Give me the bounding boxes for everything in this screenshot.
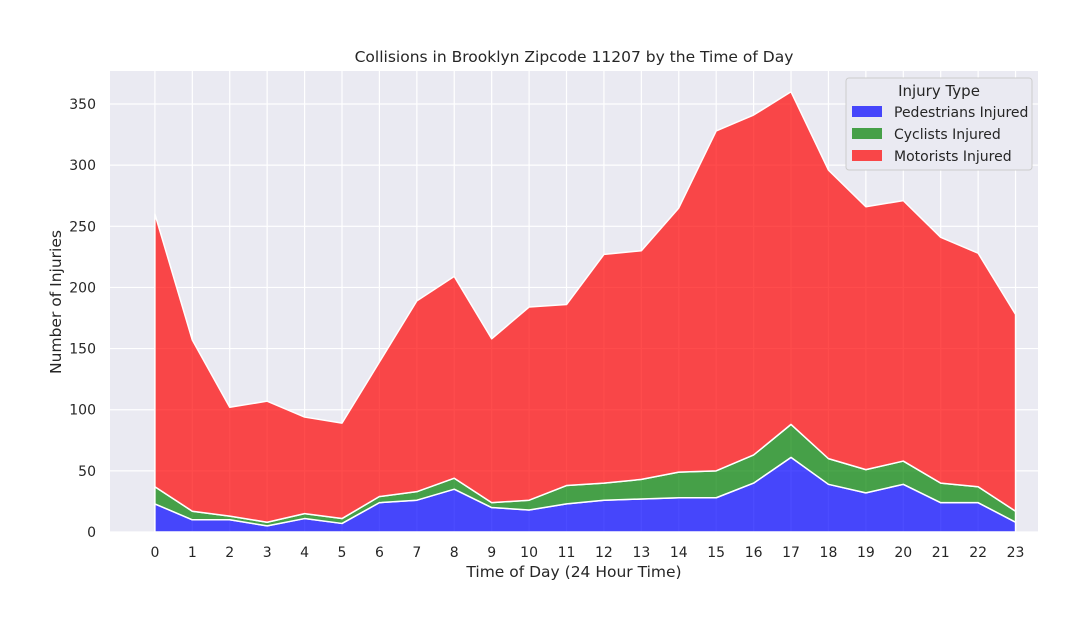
x-tick-label: 7 (412, 545, 421, 561)
x-tick-label: 14 (670, 545, 688, 561)
x-tick-label: 5 (338, 545, 347, 561)
x-tick-label: 22 (969, 545, 987, 561)
y-tick-label: 350 (69, 97, 96, 113)
chart-title: Collisions in Brooklyn Zipcode 11207 by … (355, 48, 794, 66)
legend-label: Pedestrians Injured (894, 105, 1028, 121)
x-tick-label: 3 (263, 545, 272, 561)
y-axis-ticks: 0 50 100 150 200 250 300 350 (69, 97, 96, 541)
x-tick-label: 11 (558, 545, 576, 561)
x-tick-label: 19 (857, 545, 875, 561)
legend-items: Pedestrians Injured Cyclists Injured Motor… (852, 105, 1028, 165)
x-tick-label: 1 (188, 545, 197, 561)
x-axis-label: Time of Day (24 Hour Time) (465, 563, 681, 581)
x-tick-label: 23 (1007, 545, 1025, 561)
x-axis-ticks: 0 1 2 3 4 5 6 7 8 9 10 11 12 13 14 15 16 17 18 19 20 21 22 23 (150, 545, 1024, 561)
x-tick-label: 6 (375, 545, 384, 561)
y-tick-label: 0 (87, 525, 96, 541)
x-tick-label: 17 (782, 545, 800, 561)
x-tick-label: 20 (894, 545, 912, 561)
x-tick-label: 16 (745, 545, 763, 561)
legend-title: Injury Type (898, 82, 980, 100)
y-tick-label: 100 (69, 403, 96, 419)
x-tick-label: 8 (450, 545, 459, 561)
legend-label: Cyclists Injured (894, 127, 1001, 143)
area-series-3 (154, 91, 1017, 523)
stacked-areas (154, 91, 1017, 533)
x-tick-label: 12 (595, 545, 613, 561)
y-tick-label: 300 (69, 158, 96, 174)
x-tick-label: 9 (487, 545, 496, 561)
legend-label: Motorists Injured (894, 149, 1012, 165)
y-tick-label: 200 (69, 280, 96, 296)
legend: Injury Type Pedestrians Injured Cyclists … (845, 77, 1033, 171)
y-tick-label: 50 (78, 464, 96, 480)
y-axis-label: Number of Injuries (47, 230, 65, 374)
x-tick-label: 13 (632, 545, 650, 561)
x-tick-label: 10 (520, 545, 538, 561)
y-tick-label: 250 (69, 219, 96, 235)
x-tick-label: 18 (820, 545, 838, 561)
y-tick-label: 150 (69, 342, 96, 358)
legend-swatch (852, 150, 882, 161)
x-tick-label: 15 (707, 545, 725, 561)
legend-swatch (852, 106, 882, 117)
legend-swatch (852, 128, 882, 139)
x-tick-label: 2 (225, 545, 234, 561)
x-tick-label: 21 (932, 545, 950, 561)
x-tick-label: 0 (150, 545, 159, 561)
x-tick-label: 4 (300, 545, 309, 561)
legend-frame (845, 77, 1033, 171)
